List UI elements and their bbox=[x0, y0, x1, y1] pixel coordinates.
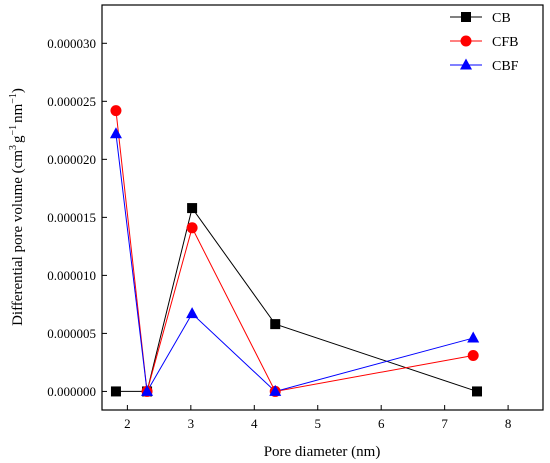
y-tick-label: 0.000015 bbox=[47, 210, 96, 225]
series-line-cb bbox=[115, 206, 478, 392]
data-point-cb bbox=[110, 386, 121, 397]
y-tick-label: 0.000020 bbox=[47, 152, 96, 167]
y-axis-label-prefix: Differential pore volume (cm bbox=[10, 150, 26, 326]
data-point-cbf bbox=[109, 127, 122, 139]
data-point-cb bbox=[187, 203, 198, 214]
y-axis-label: Differential pore volume (cm3g−1nm−1) bbox=[8, 88, 26, 326]
data-point-cbf bbox=[269, 384, 282, 396]
y-tick-label: 0.000010 bbox=[47, 268, 96, 283]
y-tick-label: 0.000000 bbox=[47, 384, 96, 399]
series-lines bbox=[115, 110, 478, 393]
data-point-cb bbox=[472, 386, 483, 397]
legend-label-cfb: CFB bbox=[492, 35, 518, 50]
legend-marker-cbf bbox=[460, 58, 472, 70]
series-line-cbf bbox=[115, 133, 474, 393]
axis-ticks: 2 3 4 5 6 7 8 0.000000 0.000005 0.000010 0.000015 0… bbox=[47, 36, 511, 431]
legend-marker-cb bbox=[461, 12, 471, 22]
legend-label-cb: CB bbox=[492, 11, 511, 26]
legend-marker-cfb bbox=[460, 35, 472, 47]
series-markers bbox=[109, 105, 483, 397]
y-tick-label: 0.000005 bbox=[47, 326, 96, 341]
y-tick-label: 0.000030 bbox=[47, 36, 96, 51]
data-point-cbf bbox=[186, 307, 199, 319]
legend: CB CFB CBF bbox=[450, 11, 519, 74]
x-axis-label: Pore diameter (nm) bbox=[264, 444, 381, 460]
x-tick-label: 4 bbox=[251, 416, 258, 431]
data-point-cbf bbox=[467, 331, 480, 343]
series-line-cfb bbox=[115, 110, 474, 392]
x-tick-label: 7 bbox=[441, 416, 448, 431]
x-tick-label: 3 bbox=[188, 416, 195, 431]
y-axis-label-sup1: 3 bbox=[8, 145, 19, 150]
data-point-cb bbox=[270, 319, 281, 330]
data-point-cfb bbox=[186, 222, 198, 234]
data-point-cfb bbox=[110, 105, 122, 117]
plot-frame bbox=[101, 4, 544, 411]
x-tick-label: 5 bbox=[314, 416, 321, 431]
x-tick-label: 6 bbox=[378, 416, 385, 431]
y-axis-label-sup3: −1 bbox=[8, 93, 19, 104]
x-tick-label: 2 bbox=[124, 416, 131, 431]
x-tick-label: 8 bbox=[505, 416, 512, 431]
data-point-cbf bbox=[141, 384, 154, 396]
y-axis-label-sup2: −1 bbox=[8, 125, 19, 136]
y-axis-label-suffix: ) bbox=[10, 88, 26, 93]
y-tick-label: 0.000025 bbox=[47, 94, 96, 109]
data-point-cfb bbox=[467, 349, 479, 361]
y-axis-label-g: g bbox=[10, 135, 26, 143]
y-axis-label-nm: nm bbox=[10, 103, 26, 123]
legend-label-cbf: CBF bbox=[492, 59, 519, 74]
